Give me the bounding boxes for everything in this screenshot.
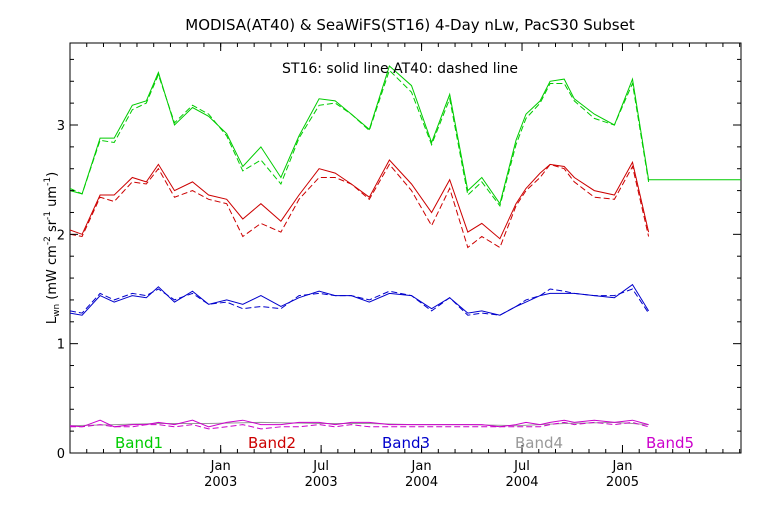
plot-frame	[69, 42, 742, 454]
y-tick-label-3: 3	[57, 119, 65, 134]
series-band5-at40	[70, 421, 649, 430]
series-band1-at40	[70, 69, 650, 208]
series-layer	[70, 65, 741, 430]
y-label-mid2: um	[45, 186, 60, 211]
series-band3-st16	[70, 283, 650, 316]
band-label-4: Band4	[515, 434, 563, 452]
x-tick-label-month-0: Jan	[210, 459, 231, 474]
series-band3-at40	[70, 288, 650, 316]
x-tick-label-year-1: 2003	[305, 475, 338, 490]
series-band4-st16	[70, 421, 649, 427]
x-tick-label-year-3: 2004	[505, 475, 538, 490]
y-label-sup2: -1	[43, 211, 53, 220]
x-tick-label-month-2: Jan	[411, 459, 432, 474]
series-band5-st16	[70, 419, 649, 428]
band-label-3: Band3	[382, 434, 430, 452]
x-tick-label-year-0: 2003	[204, 475, 237, 490]
x-tick-label-year-4: 2005	[606, 475, 639, 490]
y-tick-label-0: 0	[57, 447, 65, 462]
series-band2-at40	[70, 163, 650, 249]
band-labels: Band1 Band2 Band3 Band4 Band5	[115, 434, 694, 452]
x-tick-label-month-4: Jan	[611, 459, 632, 474]
band-label-5: Band5	[646, 434, 694, 452]
y-label-sup3: -1	[43, 177, 53, 186]
y-axis-label: Lwn (mW cm-2 sr-1 um-1)	[43, 172, 62, 324]
y-tick-label-2: 2	[57, 228, 65, 243]
y-label-mid1: sr	[45, 219, 60, 236]
y-label-units-open: (mW cm	[45, 245, 60, 304]
x-tick-label-month-3: Jul	[513, 459, 530, 474]
y-label-sup1: -2	[43, 236, 53, 245]
y-tick-label-1: 1	[57, 338, 65, 353]
y-label-sub: wn	[52, 304, 62, 317]
x-tick-label-year-2: 2004	[405, 475, 438, 490]
y-label-units-close: )	[45, 172, 60, 177]
band-label-2: Band2	[248, 434, 296, 452]
line-style-annotation: ST16: solid line AT40: dashed line	[282, 61, 518, 77]
chart-title: MODISA(AT40) & SeaWiFS(ST16) 4-Day nLw, …	[185, 16, 635, 34]
band-label-1: Band1	[115, 434, 163, 452]
y-axis: 0 1 2 3	[57, 58, 741, 462]
series-band2-st16	[70, 159, 650, 240]
y-label-main: L	[45, 316, 60, 324]
x-tick-label-month-1: Jul	[312, 459, 329, 474]
